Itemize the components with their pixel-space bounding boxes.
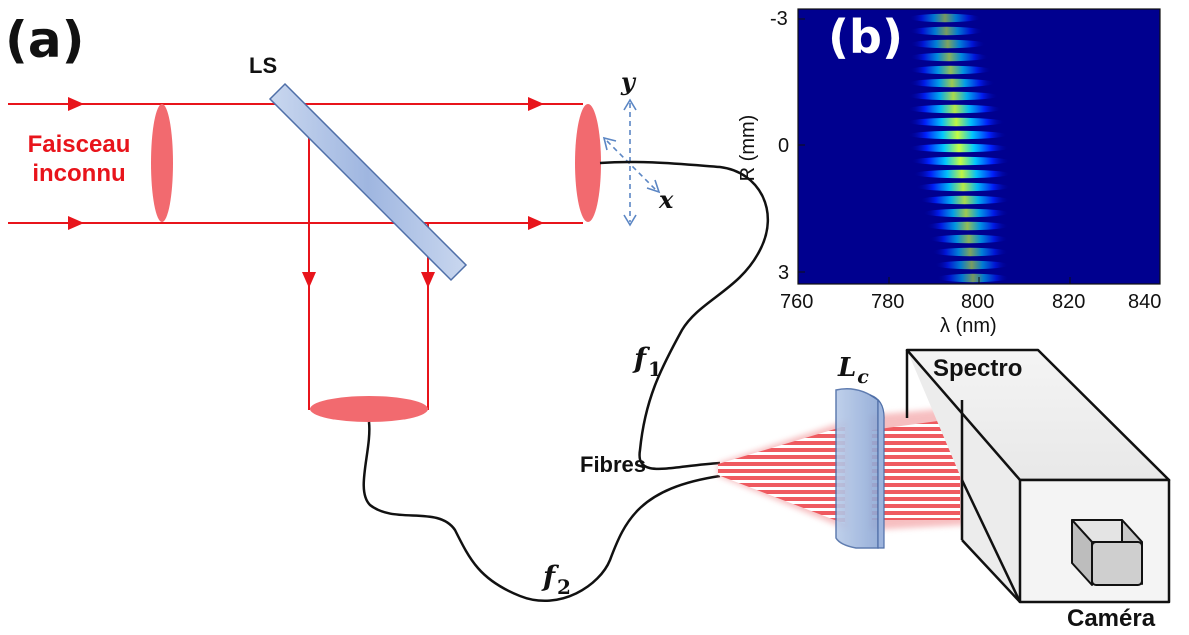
- axis-y-label: y: [621, 67, 635, 96]
- fringe: [909, 39, 986, 49]
- y-tick: 3: [778, 262, 790, 284]
- fiber-f1-label-main: f: [634, 342, 647, 375]
- panel-a-label: (a): [5, 11, 85, 69]
- spectro-label: Spectro: [933, 355, 1023, 382]
- y-tick: 0: [778, 135, 790, 157]
- x-tick: 820: [1052, 291, 1086, 313]
- fringe: [932, 247, 1009, 257]
- beam-label: Faisceau inconnu: [4, 131, 154, 189]
- fringe: [908, 78, 996, 88]
- fringe: [909, 143, 1009, 153]
- heatmap-panel: [797, 8, 1161, 285]
- splitter-label: LS: [249, 53, 278, 78]
- lens-label: Lc: [838, 353, 869, 387]
- fringe: [907, 130, 1008, 140]
- fringe: [908, 13, 982, 23]
- light-cone: [718, 407, 965, 530]
- fringe: [907, 117, 1005, 127]
- xy-axes-arrowheads: [602, 98, 661, 227]
- output-lens-lower: [310, 396, 428, 422]
- fringe: [910, 156, 1011, 166]
- panel-b-label: (b): [828, 10, 903, 64]
- fringe: [909, 65, 992, 75]
- fringe: [926, 221, 1009, 231]
- x-tick: 800: [961, 291, 995, 313]
- x-axis-label: λ (nm): [940, 315, 997, 337]
- fringe: [919, 195, 1010, 205]
- fringe: [936, 273, 1010, 283]
- fringe: [934, 260, 1009, 270]
- fiber-f2-label-main: f: [543, 560, 556, 593]
- lens-label-main: L: [838, 353, 857, 383]
- fringe: [909, 52, 989, 62]
- x-tick: 780: [871, 291, 905, 313]
- beam-arrows: [68, 97, 544, 288]
- fiber-f1-label-sub: 1: [648, 357, 662, 381]
- axis-x-label: x: [659, 185, 674, 214]
- x-tick: 840: [1128, 291, 1162, 313]
- fringe: [913, 169, 1011, 179]
- beam-splitter: [268, 82, 468, 282]
- heatmap-ticks: [798, 18, 1071, 284]
- x-tick: 760: [780, 291, 814, 313]
- camera: [1071, 519, 1143, 586]
- cylindrical-lens: [835, 388, 885, 549]
- fiber-f2: [362, 421, 721, 602]
- fringe: [922, 208, 1010, 218]
- output-lens-upper: [575, 104, 601, 222]
- input-lens: [151, 104, 173, 222]
- beam-label-line1: Faisceau: [27, 131, 131, 158]
- fringe: [929, 234, 1009, 244]
- beam-label-line2: inconnu: [32, 159, 126, 187]
- xy-axes: [606, 103, 657, 222]
- y-axis-label: R (mm): [737, 114, 759, 182]
- fiber-f1: [599, 160, 770, 471]
- camera-label: Caméra: [1067, 605, 1156, 632]
- fringe: [916, 182, 1011, 192]
- fiber-f2-label-sub: 2: [557, 575, 571, 599]
- fringe: [908, 91, 999, 101]
- y-tick: -3: [770, 8, 788, 30]
- fringe: [907, 104, 1002, 114]
- fibres-label: Fibres: [580, 452, 647, 477]
- heatmap-fringes: [907, 13, 1011, 283]
- lens-label-sub: c: [857, 366, 869, 388]
- fringe: [909, 26, 984, 36]
